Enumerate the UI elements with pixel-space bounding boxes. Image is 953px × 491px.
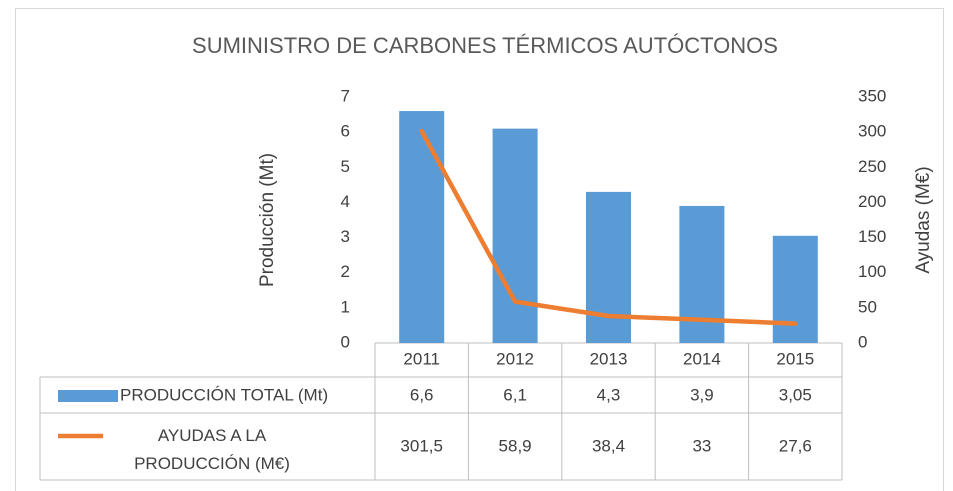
y-tick-label: 2 <box>341 262 350 281</box>
y-tick-label: 0 <box>341 332 350 351</box>
table-value: 58,9 <box>499 436 532 455</box>
x-tick-label: 2013 <box>590 349 628 368</box>
x-tick-label: 2014 <box>683 349 721 368</box>
table-value: 38,4 <box>592 436 625 455</box>
legend-label: AYUDAS A LA PRODUCCIÓN (M€) <box>134 426 290 473</box>
bar <box>586 191 631 343</box>
table-value: 33 <box>692 436 711 455</box>
y2-tick-label: 250 <box>858 157 886 176</box>
y2-tick-label: 50 <box>858 297 877 316</box>
y-tick-label: 1 <box>341 297 350 316</box>
line-series <box>419 128 798 326</box>
x-tick-label: 2012 <box>496 349 534 368</box>
y2-tick-label: 200 <box>858 192 886 211</box>
y-tick-label: 3 <box>341 227 350 246</box>
y2-axis-label: Ayudas (M€) <box>913 166 934 273</box>
table-value: 4,3 <box>597 385 621 404</box>
y2-tick-label: 300 <box>858 122 886 141</box>
table-value: 3,9 <box>690 385 714 404</box>
bar <box>492 128 538 343</box>
y-tick-label: 4 <box>341 192 350 211</box>
y-axis-label: Producción (Mt) <box>257 153 278 287</box>
bar <box>399 111 445 343</box>
y-tick-label: 6 <box>341 122 350 141</box>
y2-tick-label: 350 <box>858 86 886 105</box>
x-tick-label: 2011 <box>403 349 440 368</box>
y-tick-label: 7 <box>341 86 350 105</box>
legend-swatch <box>58 390 118 402</box>
bar <box>772 235 818 343</box>
table-value: 301,5 <box>400 436 443 455</box>
y2-tick-label: 150 <box>858 227 886 246</box>
legend-label: PRODUCCIÓN TOTAL (Mt) <box>120 385 328 404</box>
y2-tick-label: 100 <box>858 262 886 281</box>
y-tick-label: 5 <box>341 157 350 176</box>
chart-title: SUMINISTRO DE CARBONES TÉRMICOS AUTÓCTON… <box>192 33 778 58</box>
table-value: 6,1 <box>503 385 527 404</box>
x-tick-label: 2015 <box>776 349 814 368</box>
table-value: 6,6 <box>410 385 434 404</box>
chart-frame <box>15 8 944 491</box>
table-value: 3,05 <box>779 385 812 404</box>
table-value: 27,6 <box>779 436 812 455</box>
y2-tick-label: 0 <box>858 332 867 351</box>
